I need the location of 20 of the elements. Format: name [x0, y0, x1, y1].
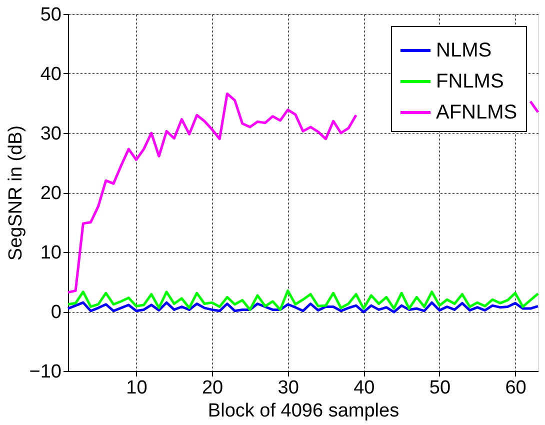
y-tick-label: 40 [40, 64, 62, 85]
y-tick-label: 30 [40, 124, 62, 144]
line-series [66, 289, 540, 311]
y-tick-label: 20 [40, 183, 62, 204]
x-tick-label: 50 [429, 378, 451, 398]
y-tick-label: 50 [40, 4, 62, 26]
y-tick-label: −10 [29, 362, 62, 382]
line-series [66, 301, 540, 314]
x-axis-title: Block of 4096 samples [208, 400, 400, 422]
legend-label: FNLMS [436, 70, 504, 92]
x-tick-label: 20 [202, 378, 224, 398]
y-axis-title: SegSNR in (dB) [5, 125, 26, 261]
x-tick-label: 30 [278, 378, 299, 398]
x-tick-label: 40 [354, 378, 375, 398]
x-tick-label: 10 [126, 378, 148, 398]
legend-label: NLMS [436, 40, 492, 62]
y-tick-label: 10 [40, 242, 62, 264]
x-tick-label: 60 [505, 378, 526, 398]
series-label: AFNLMS [436, 102, 518, 124]
y-tick-label: 0 [50, 302, 62, 323]
